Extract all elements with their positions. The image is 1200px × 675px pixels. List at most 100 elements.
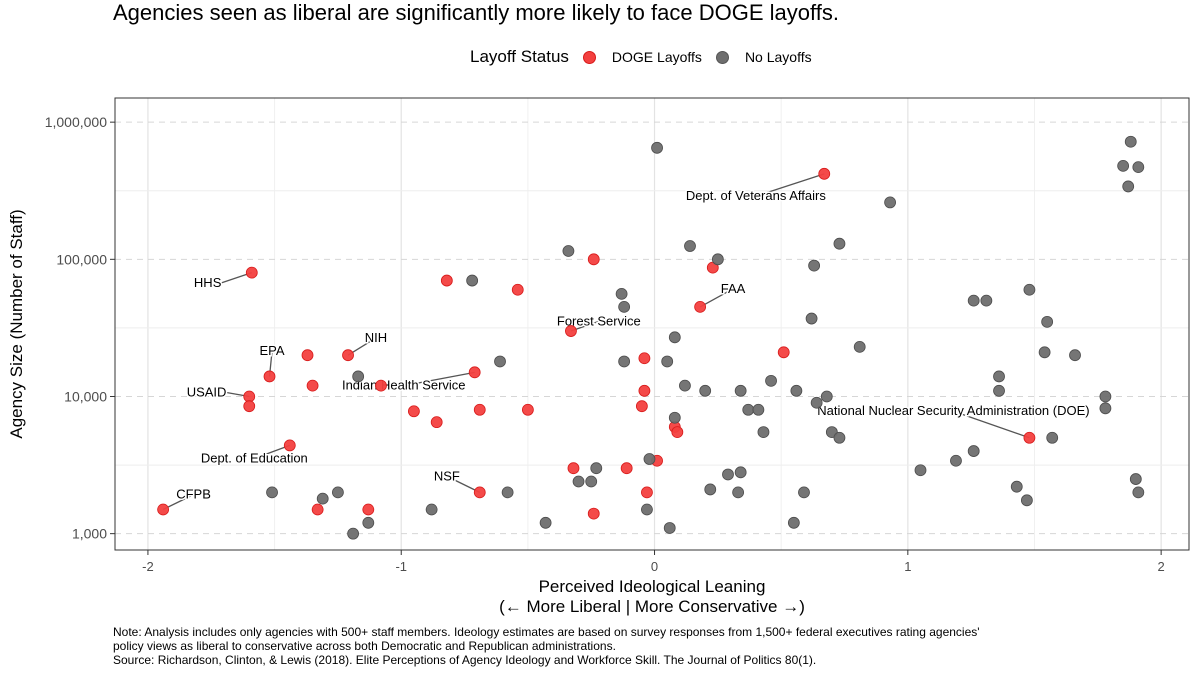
- data-point-no-layoffs: [798, 486, 810, 499]
- data-point-doge-layoffs: [635, 400, 648, 413]
- data-point-no-layoffs: [967, 445, 980, 457]
- data-point-no-layoffs: [590, 462, 603, 475]
- data-point-no-layoffs: [1020, 494, 1033, 507]
- y-axis-label: Agency Size (Number of Staff): [7, 209, 26, 438]
- data-point-doge-layoffs: [565, 325, 577, 337]
- data-point-no-layoffs: [820, 390, 833, 403]
- data-point-no-layoffs: [316, 492, 329, 505]
- data-point-no-layoffs: [1122, 180, 1135, 193]
- data-point-no-layoffs: [757, 426, 770, 438]
- data-point-doge-layoffs: [283, 439, 296, 452]
- annotation-label: National Nuclear Security Administration…: [817, 403, 1089, 418]
- data-point-no-layoffs: [722, 468, 734, 481]
- data-point-doge-layoffs: [694, 300, 707, 313]
- annotation-label: USAID: [187, 384, 227, 399]
- data-point-no-layoffs: [668, 411, 681, 424]
- annotation-label: FAA: [721, 281, 746, 296]
- data-point-no-layoffs: [833, 237, 846, 250]
- data-point-doge-layoffs: [245, 266, 258, 279]
- data-point-no-layoffs: [679, 379, 691, 392]
- legend: Layoff Status DOGE Layoffs No Layoffs: [470, 46, 826, 68]
- data-point-no-layoffs: [1038, 346, 1051, 359]
- data-point-no-layoffs: [884, 196, 897, 209]
- annotation-leader-line: [953, 410, 1030, 439]
- data-point-no-layoffs: [787, 516, 800, 529]
- data-point-no-layoffs: [539, 516, 552, 529]
- data-point-no-layoffs: [765, 374, 777, 387]
- legend-item-doge-layoffs: DOGE Layoffs: [582, 49, 702, 65]
- data-point-no-layoffs: [967, 294, 980, 307]
- data-point-no-layoffs: [808, 259, 821, 272]
- data-point-no-layoffs: [734, 466, 747, 479]
- data-point-no-layoffs: [668, 331, 681, 344]
- data-point-doge-layoffs: [620, 462, 633, 475]
- data-point-no-layoffs: [833, 431, 846, 444]
- data-point-doge-layoffs: [1023, 431, 1036, 444]
- annotation-leader-line: [699, 288, 734, 308]
- data-point-no-layoffs: [572, 475, 585, 488]
- data-point-doge-layoffs: [430, 416, 443, 429]
- data-point-doge-layoffs: [375, 379, 387, 392]
- footnote-source: Source: Richardson, Clinton, & Lewis (20…: [113, 653, 817, 667]
- data-point-doge-layoffs: [473, 486, 486, 499]
- plot-border: [114, 97, 1190, 551]
- data-point-doge-layoffs: [638, 352, 651, 365]
- data-point-no-layoffs: [1132, 486, 1145, 499]
- data-point-doge-layoffs: [521, 403, 534, 416]
- annotation-leader-line: [755, 173, 825, 197]
- data-point-no-layoffs: [425, 503, 438, 516]
- data-point-no-layoffs: [615, 287, 628, 300]
- data-point-no-layoffs: [734, 384, 747, 397]
- data-point-no-layoffs: [1041, 315, 1054, 328]
- data-point-doge-layoffs: [638, 384, 651, 397]
- data-point-doge-layoffs: [587, 253, 600, 266]
- data-point-no-layoffs: [352, 370, 365, 383]
- data-point-no-layoffs: [1099, 402, 1112, 415]
- data-point-no-layoffs: [661, 355, 674, 368]
- y-tick-label: 1,000,000: [45, 114, 107, 130]
- data-point-no-layoffs: [950, 454, 962, 467]
- legend-title: Layoff Status: [470, 47, 569, 66]
- legend-item-no-layoffs: No Layoffs: [715, 49, 812, 65]
- annotation-leader-line: [446, 475, 481, 493]
- annotation-label: NIH: [365, 330, 387, 345]
- annotation-label: Indian Health Service: [342, 378, 466, 393]
- data-point-doge-layoffs: [473, 403, 486, 416]
- annotation-label: Forest Service: [557, 313, 641, 328]
- annotation-leader-line: [254, 444, 291, 460]
- legend-label-doge-layoffs: DOGE Layoffs: [611, 49, 702, 65]
- footnote-line: policy views as liberal to conservative …: [113, 639, 616, 653]
- data-point-doge-layoffs: [777, 346, 790, 359]
- data-point-no-layoffs: [914, 464, 927, 477]
- data-point-no-layoffs: [711, 253, 724, 266]
- x-tick-label: 1: [904, 559, 911, 574]
- scatter-chart: -2 -1 0 1 2 1,000 10,000 100,000 1,000,000 CFPB H…: [7, 97, 1190, 616]
- data-point-doge-layoffs: [567, 462, 580, 475]
- data-point-no-layoffs: [643, 453, 656, 465]
- annotation-label: CFPB: [176, 487, 211, 502]
- data-point-doge-layoffs: [311, 503, 324, 516]
- annotations: CFPB HHS EPA USAID Dept. of Education NIH Indi…: [162, 173, 1091, 511]
- legend-label-no-layoffs: No Layoffs: [744, 49, 812, 65]
- legend-red-dot-icon: [582, 50, 596, 64]
- data-point-no-layoffs: [663, 522, 676, 534]
- data-point-doge-layoffs: [342, 349, 354, 362]
- data-point-no-layoffs: [501, 486, 514, 499]
- data-point-no-layoffs: [1129, 473, 1142, 485]
- footnote-line: Note: Analysis includes only agencies wi…: [113, 625, 980, 639]
- data-point-no-layoffs: [347, 527, 360, 540]
- data-point-no-layoffs: [993, 384, 1005, 397]
- plot-area: [115, 98, 1189, 550]
- data-point-no-layoffs: [790, 384, 803, 397]
- x-axis-sublabel: (← More Liberal | More Conservative →): [499, 597, 805, 616]
- annotation-label: EPA: [260, 343, 285, 358]
- annotation-label: Dept. of Veterans Affairs: [686, 188, 826, 203]
- grid-lines: [115, 98, 1189, 550]
- x-axis-label: Perceived Ideological Leaning: [539, 577, 766, 596]
- data-point-no-layoffs: [699, 384, 712, 397]
- data-point-no-layoffs: [1023, 283, 1036, 296]
- x-tick-label: -2: [142, 559, 154, 574]
- data-point-doge-layoffs: [301, 349, 314, 362]
- legend-grey-dot-icon: [715, 50, 729, 64]
- data-point-doge-layoffs: [263, 370, 276, 383]
